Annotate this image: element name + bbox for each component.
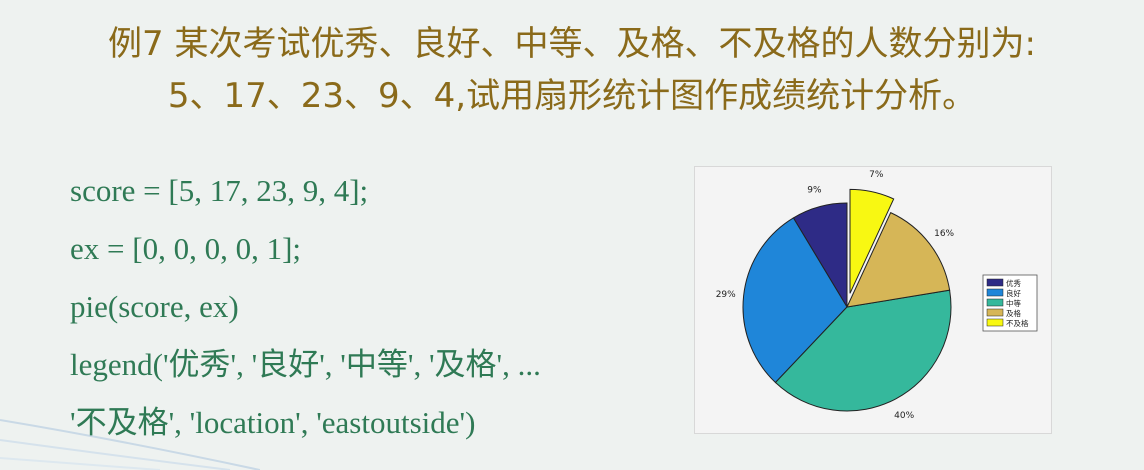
- legend-swatch-3: [986, 298, 1004, 307]
- pie-label-4: 16%: [934, 229, 954, 239]
- pie-slice-4: [846, 211, 951, 308]
- slide-title-line-1: 例7 某次考试优秀、良好、中等、及格、不及格的人数分别为:: [108, 24, 1036, 64]
- pie-label-5: 7%: [869, 170, 884, 180]
- pie-slice-5: [849, 188, 895, 294]
- pie-slice-2: [742, 217, 848, 384]
- pie-label-3: 40%: [894, 411, 914, 421]
- pie-label-1: 9%: [807, 185, 822, 195]
- code-line-score: score = [5, 17, 23, 9, 4];: [70, 173, 369, 208]
- code-line-legend: legend('优秀', '良好', '中等', '及格', ...: [70, 347, 541, 382]
- background-decoration: [0, 419, 260, 470]
- slide-title-line-2: 5、17、23、9、4,试用扇形统计图作成绩统计分析。: [167, 76, 977, 116]
- legend-label-5: 不及格: [1006, 318, 1029, 328]
- legend-swatch-2: [986, 288, 1004, 297]
- pie-slice-3: [774, 289, 952, 412]
- legend-label-2: 良好: [1006, 288, 1021, 298]
- legend-swatch-5: [986, 318, 1004, 327]
- legend-swatch-4: [986, 308, 1004, 317]
- code-line-pie: pie(score, ex): [70, 289, 239, 324]
- code-block: score = [5, 17, 23, 9, 4]; ex = [0, 0, 0…: [70, 162, 541, 452]
- legend-label-3: 中等: [1006, 298, 1021, 308]
- pie-chart-figure: 9% 29% 40% 16% 7% 优秀 良好 中等 及格 不及格: [694, 166, 1052, 434]
- legend-label-4: 及格: [1006, 308, 1021, 318]
- legend-label-1: 优秀: [1006, 278, 1021, 288]
- legend-swatch-1: [986, 278, 1004, 287]
- code-line-ex: ex = [0, 0, 0, 0, 1];: [70, 231, 302, 266]
- code-line-legend-cont: '不及格', 'location', 'eastoutside'): [70, 405, 476, 440]
- pie-label-2: 29%: [716, 290, 736, 300]
